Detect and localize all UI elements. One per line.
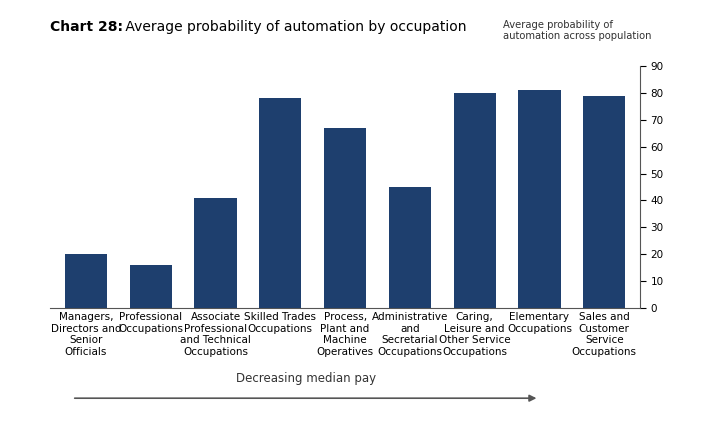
Bar [194,198,237,308]
Text: Chart 28:: Chart 28: [50,20,124,34]
Text: Average probability of
automation across population: Average probability of automation across… [503,20,652,41]
Bar [389,187,431,308]
Text: Decreasing median pay: Decreasing median pay [236,372,375,385]
Text: Average probability of automation by occupation: Average probability of automation by occ… [121,20,467,34]
Bar [129,265,172,308]
Bar [454,93,496,308]
Bar [65,254,107,308]
Bar [324,128,366,308]
Bar [583,95,626,308]
Bar [518,90,561,308]
Bar [260,98,301,308]
